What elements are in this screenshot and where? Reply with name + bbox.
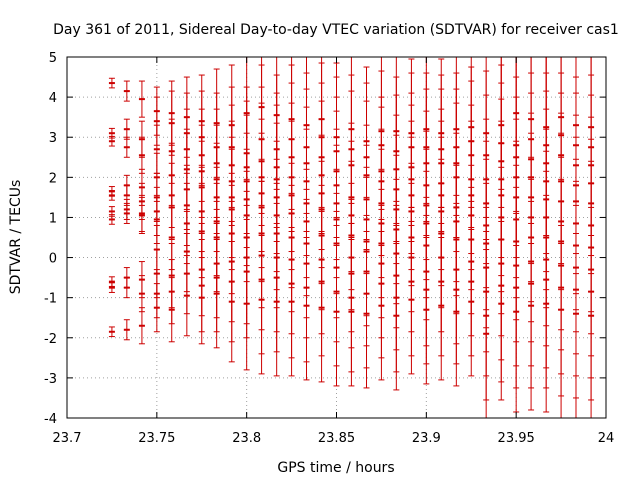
data-point [123,202,130,224]
data-point [408,224,415,375]
y-tick-label: -2 [44,332,57,347]
data-point [363,239,370,389]
data-point [108,77,115,89]
x-tick-label: 23.7 [53,431,82,446]
data-point [138,196,145,234]
data-point [393,241,400,391]
y-axis-label: SDTVAR / TECUs [8,180,24,295]
chart-title: Day 361 of 2011, Sidereal Day-to-day VTE… [53,22,619,38]
data-point [108,206,115,217]
data-point [123,118,130,140]
data-point [288,226,295,377]
x-tick-label: 23.95 [498,431,535,446]
data-point [108,190,115,201]
data-point [108,326,115,338]
data-point [153,283,160,333]
data-point [258,224,265,375]
data-point [213,239,220,349]
data-point [423,234,430,385]
x-tick-label: 23.75 [138,431,175,446]
data-point [138,80,145,118]
data-point [513,210,520,413]
data-point [168,277,175,343]
data-point [348,237,355,387]
data-point [108,282,115,293]
data-point [468,226,475,377]
y-tick-label: -1 [44,292,57,307]
data-point [333,237,340,387]
data-point [378,230,385,381]
data-point [108,135,115,147]
data-point [273,226,280,377]
data-point [243,237,250,371]
data-point [123,80,130,102]
x-tick-label: 23.85 [318,431,355,446]
data-point [528,200,535,411]
y-tick-label: 3 [49,131,57,146]
y-tick-label: 1 [49,211,57,226]
data-point [198,251,205,345]
data-point [318,232,325,383]
x-tick-label: 23.8 [232,431,261,446]
data-point [123,136,130,158]
y-tick-label: 4 [49,91,57,106]
data-point [453,237,460,387]
data-point [123,319,130,341]
data-point [543,194,550,413]
y-tick-label: 0 [49,252,57,267]
data-point [108,214,115,225]
data-point [138,307,145,345]
y-tick-label: 5 [49,51,57,66]
data-point [438,230,445,381]
data-point [303,230,310,381]
data-point [483,249,490,419]
y-tick-label: -4 [44,412,57,427]
x-tick-label: 24 [598,431,615,446]
x-tick-label: 23.9 [412,431,441,446]
axis-ticks: 23.7 23.75 23.8 23.85 23.9 23.95 24-4-3-2-1012… [44,51,614,446]
data-point [183,255,190,337]
x-axis-label: GPS time / hours [277,460,394,476]
data-point [498,206,505,401]
y-tick-label: 2 [49,171,57,186]
y-tick-label: -3 [44,372,57,387]
data-point [228,241,235,363]
data-point [123,277,130,299]
